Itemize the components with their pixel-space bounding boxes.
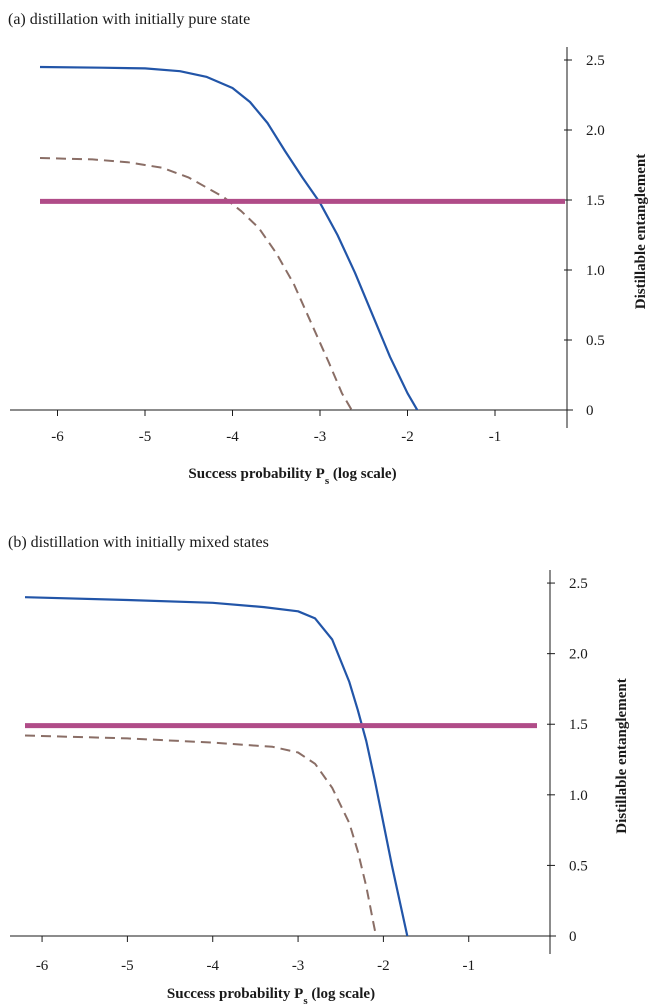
chart-b-y-tick-label: 1.0 [569,788,588,804]
chart-b-x-tick-label: -6 [36,958,49,974]
chart-a-y-tick-label: 1.0 [586,263,605,279]
chart-b-y-tick-label: 2.5 [569,576,588,592]
chart-a-title: (a) distillation with initially pure sta… [8,11,250,28]
chart-a-x-tick-label: -6 [51,429,64,445]
chart-a-x-tick-label: -3 [314,429,327,445]
chart-a-y-axis-title: Distillable entanglement [633,154,649,309]
chart-b-y-axis-title: Distillable entanglement [614,678,630,833]
chart-a-y-tick-label: 2.5 [586,53,605,69]
chart-a-y-tick-label: 2.0 [586,123,605,139]
chart-a-x-tick-label: -5 [139,429,152,445]
chart-a-y-tick-label: 1.5 [586,193,605,209]
chart-a-x-tick-label: -1 [489,429,502,445]
chart-b-y-tick-label: 2.0 [569,647,588,663]
chart-b-series-1-line [24,596,409,936]
chart-panel-a: (a) distillation with initially pure sta… [0,0,653,500]
chart-b-y-tick-label: 0 [569,929,577,945]
chart-a-y-tick-label: 0 [586,403,594,419]
chart-b-y-tick-label: 0.5 [569,858,588,874]
chart-b-svg: (b) distillation with initially mixed st… [8,534,630,1005]
chart-b-y-tick-label: 1.5 [569,717,588,733]
chart-b-x-axis-title: Success probability Ps (log scale) [167,986,375,1005]
chart-a-x-tick-label: -2 [401,429,414,445]
chart-panel-b: (b) distillation with initially mixed st… [0,520,653,1005]
chart-a-series-2-line [39,157,353,410]
chart-a-x-tick-label: -4 [226,429,239,445]
chart-a-svg: (a) distillation with initially pure sta… [8,11,649,487]
chart-b-x-tick-label: -1 [462,958,475,974]
chart-b-x-tick-label: -3 [292,958,305,974]
chart-a-y-tick-label: 0.5 [586,333,605,349]
chart-b-x-tick-label: -2 [377,958,390,974]
chart-b-x-tick-label: -4 [206,958,219,974]
chart-a-series-1-line [39,65,419,410]
chart-b-x-tick-label: -5 [121,958,134,974]
chart-a-x-axis-title: Success probability Ps (log scale) [188,466,396,487]
chart-b-title: (b) distillation with initially mixed st… [8,534,269,551]
chart-b-series-2-line [24,734,378,936]
